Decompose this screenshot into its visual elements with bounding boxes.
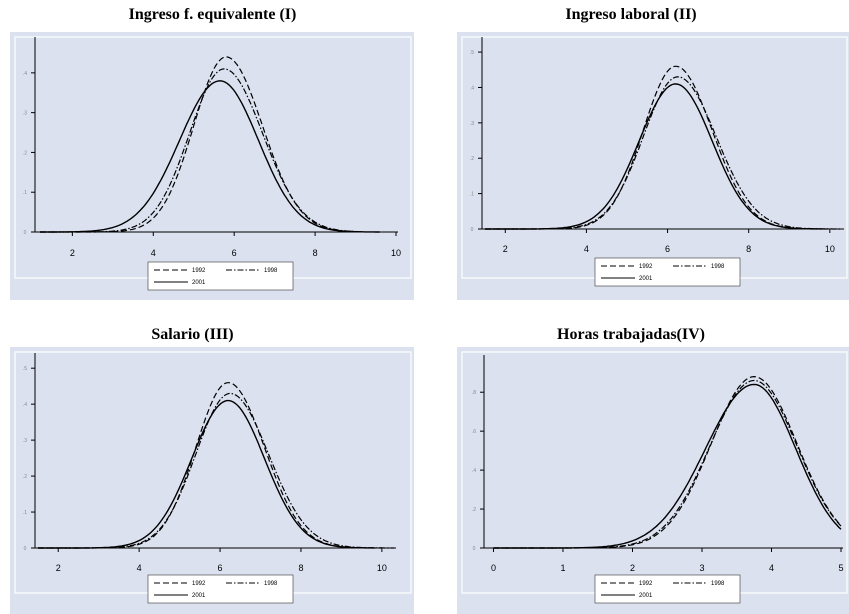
legend-label: 1992 <box>639 264 653 270</box>
x-tick-label: 2 <box>70 248 75 258</box>
y-tick-label: .2 <box>23 474 27 480</box>
y-tick-label: 0 <box>24 546 27 552</box>
plot-background <box>457 32 849 300</box>
x-tick-label: 6 <box>218 563 223 573</box>
chart-svg: 0 1 2 3 4 5 0 .2 .4 .6 .8 1992 1998 2001 <box>461 351 848 604</box>
y-tick-label: .4 <box>472 468 476 474</box>
panel-ingreso-equivalente: Ingreso f. equivalente (I) 2 4 6 8 10 0 .1 .2 .3… <box>0 0 425 305</box>
x-tick-label: 3 <box>699 563 704 573</box>
legend-label: 2001 <box>639 593 653 599</box>
y-tick-label: 0 <box>473 546 476 552</box>
y-tick-label: .4 <box>470 85 474 91</box>
series-line-2001 <box>38 399 374 549</box>
x-tick-label: 8 <box>313 248 318 258</box>
chart-title: Horas trabajadas(IV) <box>557 326 705 343</box>
plot-background <box>457 347 849 614</box>
series-line-1998 <box>40 68 364 233</box>
y-tick-label: .2 <box>472 507 476 513</box>
legend-label: 1992 <box>639 581 653 587</box>
chart-svg: 2 4 6 8 10 0 .1 .2 .3 .4 1992 1998 2001 <box>14 36 412 291</box>
plot-frame <box>14 351 412 594</box>
chart-title: Ingreso f. equivalente (I) <box>128 6 297 23</box>
series-line-1998 <box>485 76 842 230</box>
x-tick-label: 4 <box>137 563 142 573</box>
legend-label: 1992 <box>192 268 206 274</box>
legend-label: 2001 <box>192 593 206 599</box>
series-line-1992 <box>485 65 830 230</box>
y-tick-label: 0 <box>471 227 474 233</box>
plot-background <box>10 32 414 300</box>
x-tick-label: 4 <box>151 248 156 258</box>
legend-box <box>594 257 741 287</box>
x-tick-label: 6 <box>665 244 670 254</box>
y-tick-label: .6 <box>472 429 476 435</box>
legend-label: 1998 <box>711 264 725 270</box>
panel-salario: Salario (III) 2 4 6 8 10 0.1.2.3.4.5 1992 1998 2… <box>0 305 425 614</box>
chart-title: Ingreso laboral (II) <box>565 6 697 23</box>
legend-label: 2001 <box>639 276 653 282</box>
panel-horas-trabajadas: Horas trabajadas(IV) 0 1 2 3 4 5 0 .2 .4 .6 .8 1992… <box>425 305 849 614</box>
series-line-2001 <box>485 83 822 230</box>
y-tick-label: 0 <box>24 230 27 236</box>
legend-label: 1992 <box>192 581 206 587</box>
x-tick-label: 5 <box>838 563 843 573</box>
plot-frame <box>14 36 412 279</box>
y-tick-label: .2 <box>470 156 474 162</box>
series-line-1992 <box>38 382 382 549</box>
x-tick-label: 10 <box>391 248 401 258</box>
y-tick-label: .8 <box>472 390 476 396</box>
x-tick-label: 4 <box>584 244 589 254</box>
plot-background <box>10 347 414 614</box>
legend-box <box>147 574 294 604</box>
x-tick-label: 8 <box>298 563 303 573</box>
x-tick-label: 2 <box>56 563 61 573</box>
y-tick-label: .3 <box>23 111 27 117</box>
x-tick-label: 1 <box>560 563 565 573</box>
chart-svg: 2 4 6 8 10 0 .1 .2 .3 .4 .5 1992 1998 2001 <box>14 351 412 604</box>
series-line-1998 <box>493 379 842 549</box>
y-tick-label: .5 <box>23 366 27 372</box>
y-tick-label: .5 <box>470 50 474 56</box>
panel-ingreso-laboral: Ingreso laboral (II) 2 4 6 8 10 0 .1 .2 .3 .4 .5 19… <box>425 0 849 305</box>
x-tick-label: 2 <box>503 244 508 254</box>
series-line-1998 <box>38 392 394 549</box>
series-line-2001 <box>40 80 380 233</box>
chart-title: Salario (III) <box>151 326 234 343</box>
series-line-1992 <box>40 56 356 233</box>
y-tick-label: .3 <box>470 121 474 127</box>
y-tick-label: .1 <box>23 510 27 516</box>
plot-frame <box>461 36 848 279</box>
x-tick-label: 8 <box>746 244 751 254</box>
legend-box <box>594 574 741 604</box>
legend-label: 1998 <box>264 581 278 587</box>
x-tick-label: 10 <box>377 563 387 573</box>
series-line-2001 <box>493 383 842 549</box>
y-tick-label: .3 <box>23 438 27 444</box>
x-tick-label: 4 <box>769 563 774 573</box>
legend-label: 2001 <box>192 280 206 286</box>
y-tick-label: .2 <box>23 150 27 156</box>
chart-svg: 2 4 6 8 10 0 .1 .2 .3 .4 .5 1992 1998 2001 <box>461 36 848 287</box>
y-tick-label: .4 <box>23 402 27 408</box>
x-tick-label: 0 <box>491 563 496 573</box>
x-tick-label: 6 <box>232 248 237 258</box>
legend-label: 1998 <box>711 581 725 587</box>
legend-box <box>147 261 294 291</box>
legend-label: 1998 <box>264 268 278 274</box>
y-tick-label: .1 <box>23 190 27 196</box>
x-tick-label: 10 <box>825 244 835 254</box>
y-tick-label: .1 <box>470 192 474 198</box>
y-tick-label: .4 <box>23 71 27 77</box>
x-tick-label: 2 <box>630 563 635 573</box>
plot-frame <box>461 351 848 594</box>
